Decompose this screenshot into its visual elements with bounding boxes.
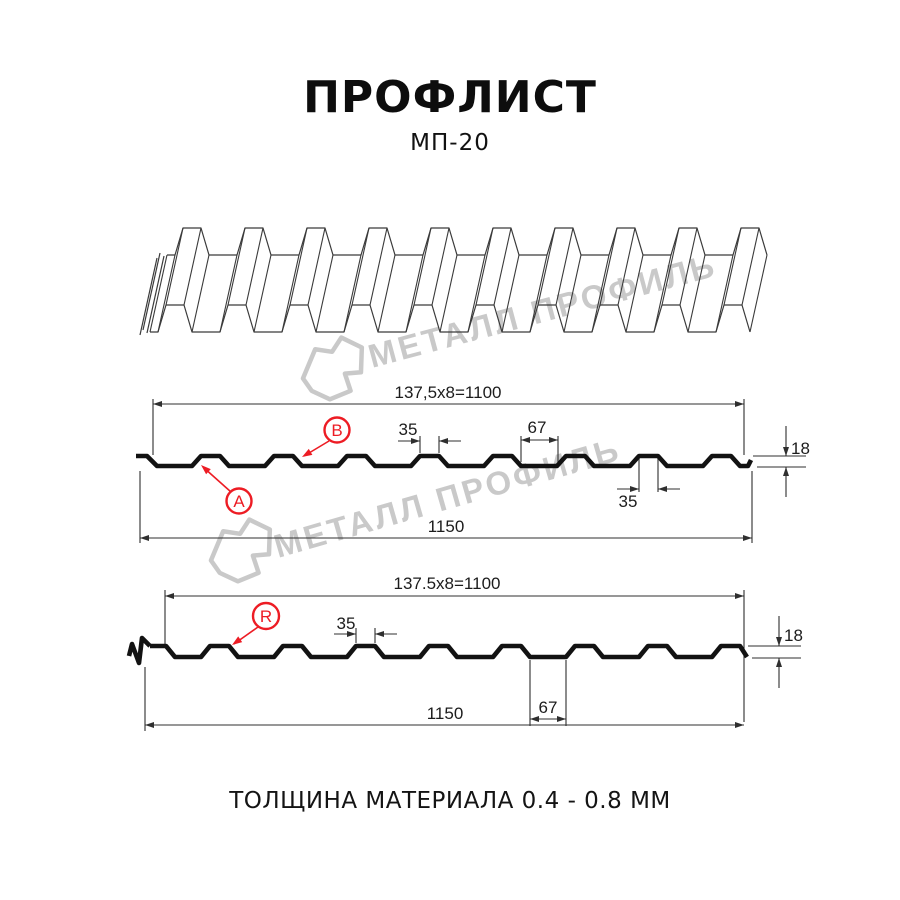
- label-r: R: [260, 607, 272, 626]
- label-a-marker: A: [201, 465, 253, 515]
- dim-crest-top: 35: [399, 420, 418, 439]
- iso-front-edge: [150, 304, 751, 333]
- watermark-brand-text: МЕТАЛЛ ПРОФИЛЬ: [364, 246, 720, 375]
- label-r-marker: R: [232, 601, 281, 645]
- watermark-lower: МЕТАЛЛ ПРОФИЛЬ: [208, 430, 625, 584]
- thickness-note: ТОЛЩИНА МАТЕРИАЛА 0.4 - 0.8 ММ: [229, 788, 671, 814]
- iso-cut-face-line: [146, 255, 165, 334]
- iso-back-edge: [167, 227, 768, 256]
- profile-edge-break: [126, 635, 152, 666]
- label-a: A: [233, 492, 245, 511]
- page-subtitle: МП-20: [410, 130, 490, 156]
- isometric-profile-view: [139, 227, 768, 336]
- dim-valley: 67: [528, 418, 547, 437]
- metal-profile-logo-watermark: [300, 335, 365, 402]
- iso-cut-face-line: [139, 257, 158, 336]
- cross-section-r: 137.5x8=1100 35 67 18: [126, 574, 803, 731]
- profile-outline-ab: [136, 453, 754, 469]
- dim-height-r: 18: [784, 626, 803, 645]
- page-title: ПРОФЛИСТ: [303, 72, 597, 123]
- dim-valley-r: 67: [539, 698, 558, 717]
- iso-cut-face-line: [142, 252, 161, 331]
- dim-pitch-bottom: 137.5x8=1100: [394, 574, 501, 593]
- label-b: B: [331, 421, 342, 440]
- dim-overall-width: 1150: [428, 517, 465, 536]
- dim-overall-width-r: 1150: [427, 704, 464, 723]
- dim-crest-bottom: 35: [619, 492, 638, 511]
- profile-outline-r: [150, 643, 749, 660]
- metal-profile-logo-watermark: [208, 517, 273, 584]
- dim-height: 18: [791, 439, 810, 458]
- dim-pitch-top: 137,5x8=1100: [395, 383, 502, 402]
- label-b-marker: B: [302, 416, 351, 457]
- watermark-brand-text: МЕТАЛЛ ПРОФИЛЬ: [270, 430, 625, 565]
- cross-section-ab: 137,5x8=1100 35 67 35: [136, 383, 810, 543]
- dim-crest-r: 35: [337, 614, 356, 633]
